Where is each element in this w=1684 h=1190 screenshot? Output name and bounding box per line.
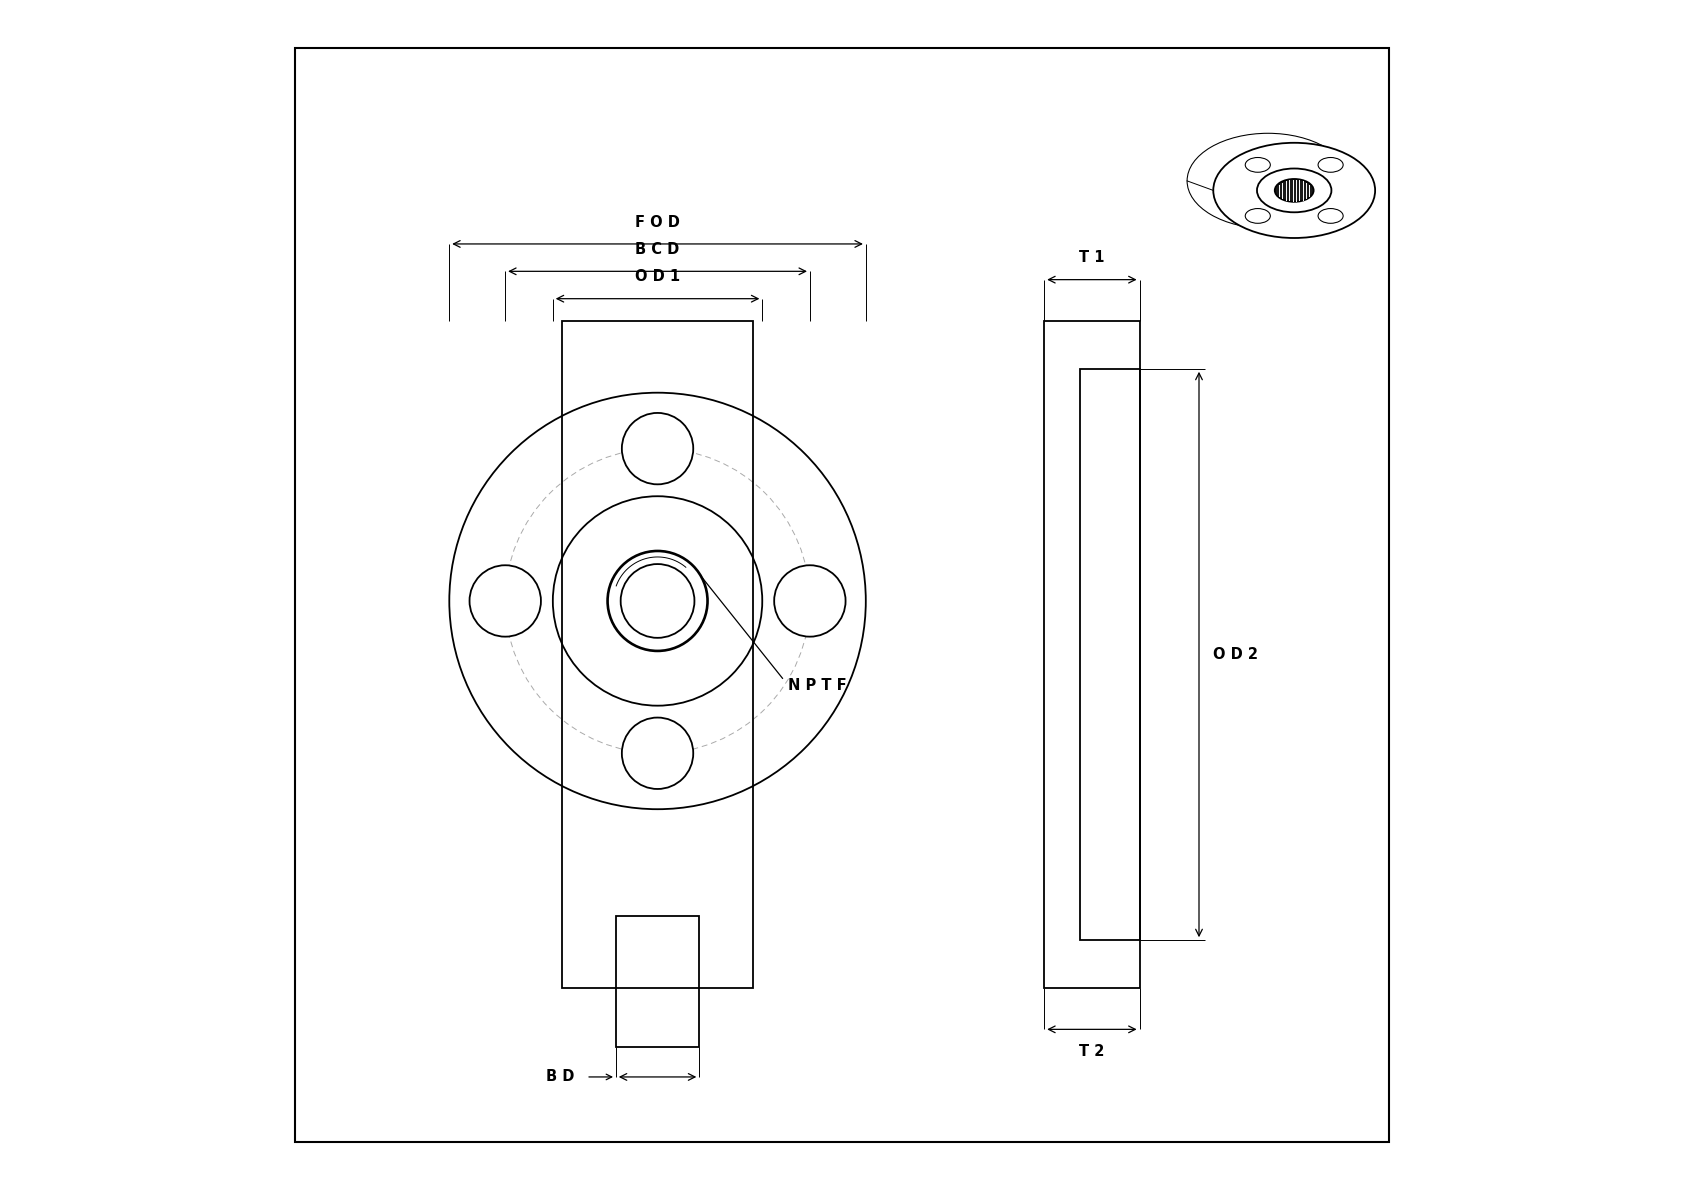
Text: T 2: T 2 [1079,1044,1105,1059]
Ellipse shape [1212,143,1376,238]
Ellipse shape [1275,178,1314,202]
Bar [1079,369,1140,940]
Ellipse shape [1319,208,1344,224]
Text: N P T F: N P T F [788,678,847,694]
Text: F O D: F O D [635,214,680,230]
Ellipse shape [1319,157,1344,173]
Circle shape [470,565,541,637]
Circle shape [621,718,694,789]
Circle shape [621,413,694,484]
Bar [562,321,753,988]
Text: T 1: T 1 [1079,250,1105,265]
Text: O D 1: O D 1 [635,269,680,284]
Bar [1044,321,1140,988]
Circle shape [775,565,845,637]
Text: B D: B D [546,1070,574,1084]
Ellipse shape [1244,157,1270,173]
Bar [616,916,699,1047]
Ellipse shape [1244,208,1270,224]
Text: O D 2: O D 2 [1212,647,1258,662]
Text: B C D: B C D [635,242,680,257]
